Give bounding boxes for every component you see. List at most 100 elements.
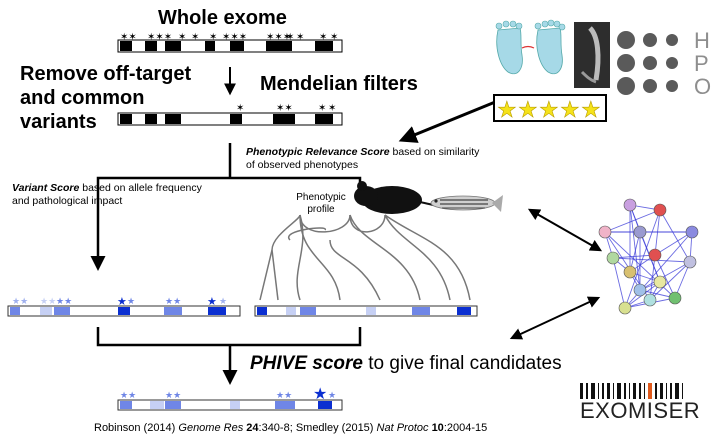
barcode-stripe	[644, 383, 645, 399]
zebrafish-icon	[430, 195, 503, 212]
variant-score-desc: based on allele frequency and pathologic…	[12, 182, 202, 207]
network-node	[606, 251, 620, 265]
network-node	[633, 283, 647, 297]
network-node	[598, 225, 612, 239]
barcode-stripe	[639, 383, 641, 399]
barcode-stripe	[617, 383, 621, 399]
phenotypic-profile-line1: Phenotypic	[296, 192, 346, 203]
network-node	[653, 275, 667, 289]
rating-star: ★	[497, 98, 517, 123]
barcode-stripe	[655, 383, 657, 399]
svg-text:★★: ★★	[165, 391, 181, 401]
network-edge	[674, 261, 691, 299]
svg-text:✶: ✶	[328, 103, 336, 114]
phenotypic-profile-line2: profile	[307, 204, 335, 215]
arrow-network-bar	[509, 296, 601, 340]
phive-score-title: PHIVE score	[250, 353, 363, 374]
barcode-stripe	[666, 383, 667, 399]
barcode-stripe	[670, 383, 672, 399]
barcode-stripe	[675, 383, 679, 399]
exomiser-logo-barcode	[580, 383, 683, 399]
network-node	[685, 225, 699, 239]
svg-text:✶: ✶	[330, 32, 338, 43]
network-node	[683, 255, 697, 269]
network-node	[648, 248, 662, 262]
rating-star: ★	[581, 98, 601, 123]
rating-stars: ★ ★ ★ ★ ★	[497, 98, 601, 124]
network-node	[623, 265, 637, 279]
variant-score-caption: Variant Score based on allele frequency …	[12, 182, 222, 208]
network-edge	[654, 231, 693, 256]
network-edge	[624, 209, 661, 309]
step-remove-offtarget-line2: and common	[20, 87, 145, 109]
barcode-stripe	[580, 383, 583, 399]
barcode-stripe	[598, 383, 599, 399]
phenotypic-relevance-title: Phenotypic Relevance Score	[246, 146, 390, 158]
citation-volume-1: 24	[246, 422, 259, 434]
filtered-exome-bar: ✶ ✶✶ ✶ ✶	[117, 103, 343, 126]
network-node	[643, 293, 657, 307]
barcode-stripe	[586, 383, 588, 399]
barcode-stripe	[624, 383, 626, 399]
phive-score-desc: to give final candidates	[363, 353, 562, 374]
network-edge	[639, 261, 691, 291]
svg-text:✶: ✶	[319, 32, 327, 43]
svg-text:✶: ✶	[191, 32, 199, 43]
svg-text:✶: ✶	[209, 32, 217, 43]
barcode-stripe	[591, 383, 595, 399]
svg-text:✶✶✶: ✶✶✶	[147, 32, 172, 43]
hpo-letter-o: O	[694, 74, 712, 99]
citation-journal-2: Nat Protoc	[376, 422, 429, 434]
barcode-stripe	[607, 383, 610, 399]
citation-pages-1: :340-8; Smedley (2015)	[258, 422, 377, 434]
hpo-letter-h: H	[694, 28, 710, 53]
citation-journal-1: Genome Res	[178, 422, 244, 434]
five-star-rating: ★ ★ ★ ★ ★	[493, 94, 607, 124]
svg-text:★★: ★★	[56, 297, 72, 307]
citation-volume-2: 10	[431, 422, 444, 434]
svg-text:✶: ✶	[178, 32, 186, 43]
barcode-stripe	[682, 383, 683, 399]
svg-text:✶✶: ✶✶	[276, 103, 293, 114]
svg-text:✶✶✶: ✶✶✶	[266, 32, 291, 43]
barcode-stripe	[602, 383, 604, 399]
svg-text:★: ★	[127, 297, 135, 307]
rating-star: ★	[518, 98, 538, 123]
mouse-icon	[354, 181, 449, 214]
rating-star: ★	[539, 98, 559, 123]
variant-score-bar: ★★ ★★ ★★ ★ ★ ★★ ★ ★	[7, 295, 241, 317]
barcode-stripe	[633, 383, 636, 399]
svg-text:✶: ✶	[286, 32, 294, 43]
network-edge	[604, 209, 661, 233]
barcode-stripe	[629, 383, 630, 399]
phive-score-caption: PHIVE score to give final candidates	[250, 352, 562, 376]
exomiser-logo-text: EXOMISER	[580, 398, 701, 423]
network-edge	[612, 254, 656, 259]
network-edge	[612, 257, 626, 309]
whole-exome-bar: ✶✶ ✶✶✶ ✶ ✶ ✶ ✶✶✶ ✶✶✶ ✶ ✶ ✶ ✶	[117, 32, 343, 53]
network-node	[668, 291, 682, 305]
network-node	[653, 203, 667, 217]
svg-text:★★: ★★	[12, 297, 28, 307]
svg-text:✶✶✶: ✶✶✶	[222, 32, 247, 43]
svg-text:★★: ★★	[165, 297, 181, 307]
step-remove-offtarget-line3: variants	[20, 111, 97, 133]
phenotypic-profile-label: Phenotypic profile	[296, 192, 346, 216]
arrow-zebrafish-network	[527, 208, 603, 252]
step-remove-offtarget-line1: Remove off-target	[20, 63, 192, 85]
phenotype-score-bar	[254, 305, 478, 317]
svg-text:✶: ✶	[318, 103, 326, 114]
protein-interaction-network	[598, 198, 699, 315]
rating-star: ★	[560, 98, 580, 123]
svg-text:★★: ★★	[120, 391, 136, 401]
svg-text:★★: ★★	[40, 297, 56, 307]
phenotypic-relevance-desc: based on similarity of observed phenotyp…	[246, 146, 480, 171]
svg-text:★: ★	[117, 295, 127, 308]
svg-text:★: ★	[328, 391, 336, 401]
barcode-stripe	[648, 383, 652, 399]
phenotypic-relevance-caption: Phenotypic Relevance Score based on simi…	[246, 146, 491, 172]
hpo-letter-p: P	[694, 51, 709, 76]
xray-image	[574, 22, 610, 88]
